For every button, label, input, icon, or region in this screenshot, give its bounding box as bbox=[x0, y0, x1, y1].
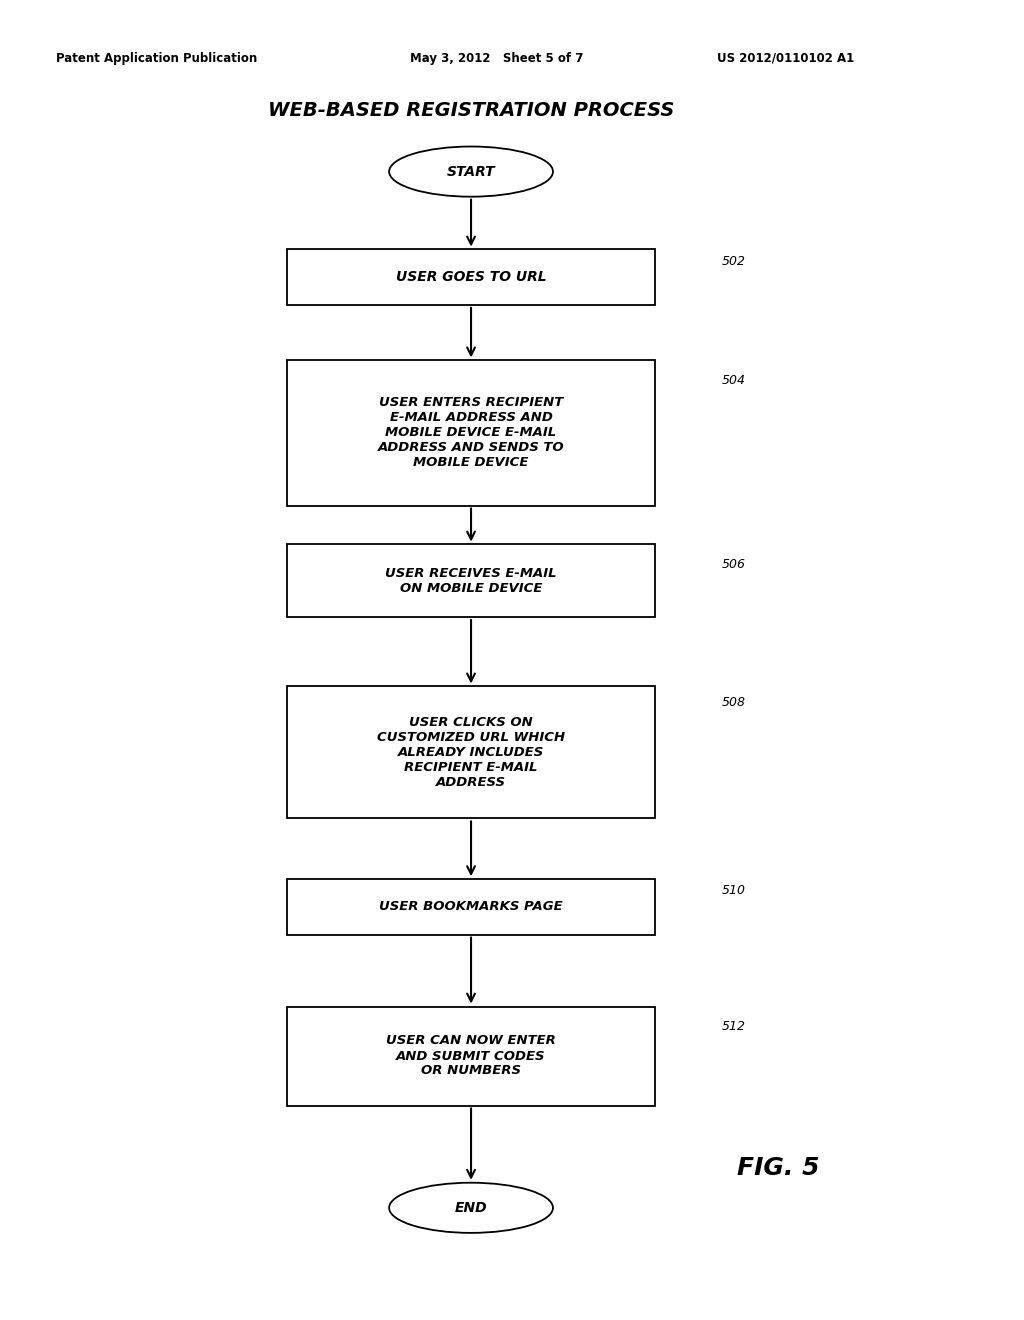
Text: USER ENTERS RECIPIENT
E-MAIL ADDRESS AND
MOBILE DEVICE E-MAIL
ADDRESS AND SENDS : USER ENTERS RECIPIENT E-MAIL ADDRESS AND… bbox=[378, 396, 564, 470]
Text: WEB-BASED REGISTRATION PROCESS: WEB-BASED REGISTRATION PROCESS bbox=[268, 102, 674, 120]
Text: USER CLICKS ON
CUSTOMIZED URL WHICH
ALREADY INCLUDES
RECIPIENT E-MAIL
ADDRESS: USER CLICKS ON CUSTOMIZED URL WHICH ALRE… bbox=[377, 715, 565, 789]
FancyBboxPatch shape bbox=[287, 249, 655, 305]
Ellipse shape bbox=[389, 1183, 553, 1233]
Text: 506: 506 bbox=[722, 558, 745, 572]
Text: FIG. 5: FIG. 5 bbox=[737, 1156, 819, 1180]
FancyBboxPatch shape bbox=[287, 544, 655, 616]
Text: START: START bbox=[446, 165, 496, 178]
Text: USER RECEIVES E-MAIL
ON MOBILE DEVICE: USER RECEIVES E-MAIL ON MOBILE DEVICE bbox=[385, 566, 557, 595]
Text: US 2012/0110102 A1: US 2012/0110102 A1 bbox=[717, 51, 854, 65]
Text: USER GOES TO URL: USER GOES TO URL bbox=[395, 271, 547, 284]
Text: May 3, 2012   Sheet 5 of 7: May 3, 2012 Sheet 5 of 7 bbox=[410, 51, 583, 65]
FancyBboxPatch shape bbox=[287, 879, 655, 935]
FancyBboxPatch shape bbox=[287, 360, 655, 506]
FancyBboxPatch shape bbox=[287, 686, 655, 818]
Text: 512: 512 bbox=[722, 1020, 745, 1034]
Text: USER CAN NOW ENTER
AND SUBMIT CODES
OR NUMBERS: USER CAN NOW ENTER AND SUBMIT CODES OR N… bbox=[386, 1035, 556, 1077]
Text: 508: 508 bbox=[722, 696, 745, 709]
Text: 510: 510 bbox=[722, 884, 745, 898]
Text: 504: 504 bbox=[722, 374, 745, 387]
FancyBboxPatch shape bbox=[287, 1006, 655, 1106]
Text: USER BOOKMARKS PAGE: USER BOOKMARKS PAGE bbox=[379, 900, 563, 913]
Text: END: END bbox=[455, 1201, 487, 1214]
Text: 502: 502 bbox=[722, 255, 745, 268]
Text: Patent Application Publication: Patent Application Publication bbox=[56, 51, 258, 65]
Ellipse shape bbox=[389, 147, 553, 197]
